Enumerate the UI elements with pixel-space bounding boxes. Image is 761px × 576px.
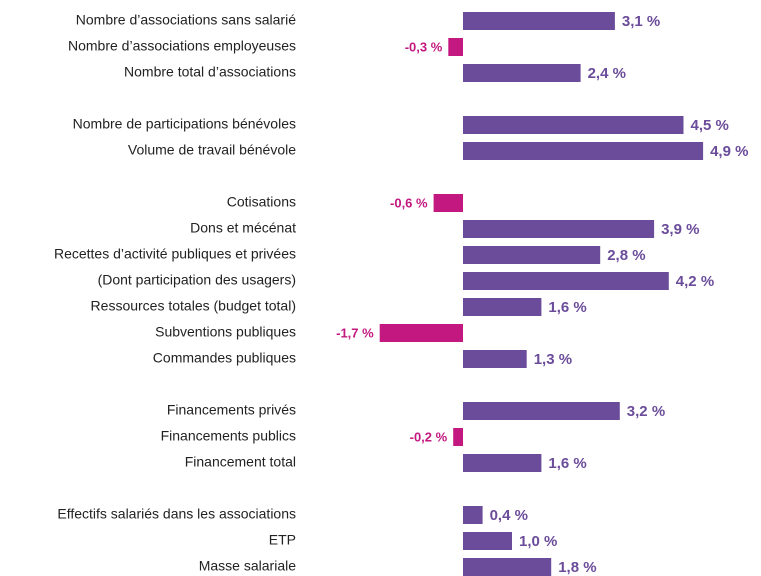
value-label: 1,8 % [558, 559, 596, 576]
value-label: 3,1 % [622, 13, 660, 30]
bar [463, 246, 601, 264]
value-label: 4,9 % [710, 143, 748, 160]
bar [463, 142, 704, 160]
value-label: 1,6 % [548, 299, 586, 316]
value-label: 2,4 % [588, 65, 626, 82]
category-label: Ressources totales (budget total) [91, 298, 296, 314]
value-label: 4,2 % [676, 273, 714, 290]
category-label: Volume de travail bénévole [128, 142, 296, 158]
value-label: 1,0 % [519, 533, 557, 550]
category-label: Commandes publiques [153, 350, 296, 366]
bar [463, 532, 512, 550]
bar [463, 272, 669, 290]
value-label: 3,9 % [661, 221, 699, 238]
value-label: -0,3 % [405, 39, 443, 54]
bar [463, 12, 615, 30]
bar [448, 38, 463, 56]
value-label: 1,6 % [548, 455, 586, 472]
category-label: (Dont participation des usagers) [98, 272, 296, 288]
bar [463, 350, 527, 368]
category-label: Financements publics [161, 428, 296, 444]
value-label: 2,8 % [607, 247, 645, 264]
value-label: 4,5 % [691, 117, 729, 134]
value-label: -1,7 % [336, 325, 374, 340]
bar [433, 194, 463, 212]
bar [463, 298, 542, 316]
category-label: Recettes d’activité publiques et privées [54, 246, 296, 262]
value-label: 1,3 % [534, 351, 572, 368]
value-label: -0,2 % [410, 429, 448, 444]
bar [463, 454, 542, 472]
bar [463, 64, 581, 82]
value-label: 3,2 % [627, 403, 665, 420]
value-label: -0,6 % [390, 195, 428, 210]
category-label: Masse salariale [199, 558, 296, 574]
category-label: Nombre d’associations employeuses [68, 38, 296, 54]
category-label: ETP [269, 532, 296, 548]
bar [379, 324, 463, 342]
bar [463, 558, 552, 576]
category-label: Financements privés [167, 402, 296, 418]
bar [463, 220, 655, 238]
category-label: Nombre total d’associations [124, 64, 296, 80]
category-label: Cotisations [227, 194, 296, 210]
bar [463, 506, 483, 524]
category-label: Effectifs salariés dans les associations [57, 506, 296, 522]
bar [463, 116, 684, 134]
value-label: 0,4 % [490, 507, 528, 524]
bar [463, 402, 620, 420]
category-label: Dons et mécénat [190, 220, 296, 236]
category-label: Nombre d’associations sans salarié [76, 12, 296, 28]
category-label: Financement total [185, 454, 296, 470]
category-label: Subventions publiques [155, 324, 296, 340]
bar [453, 428, 463, 446]
category-label: Nombre de participations bénévoles [73, 116, 296, 132]
